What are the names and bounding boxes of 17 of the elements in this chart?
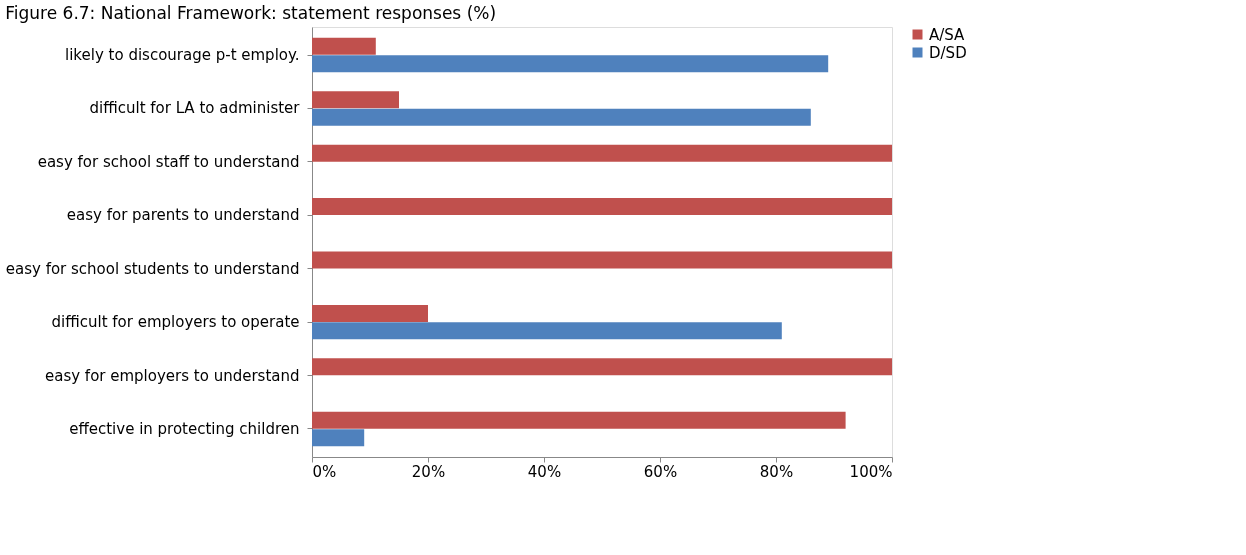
x-tick-label: 40%: [527, 462, 562, 481]
x-tick-label: 60%: [643, 462, 678, 481]
chart-title: Figure 6.7: National Framework: statement responses (%): [5, 3, 497, 23]
legend-label: A/SA: [929, 25, 966, 44]
y-tick-label: difficult for LA to administer: [89, 99, 301, 118]
x-tick-label: 0%: [312, 462, 337, 481]
y-tick-label: likely to discourage p-t employ.: [65, 46, 300, 65]
y-tick-label: difficult for employers to operate: [51, 313, 300, 332]
y-tick-label: easy for employers to understand: [44, 366, 300, 385]
y-tick-label: easy for school students to understand: [5, 259, 300, 278]
x-tick-label: 20%: [411, 462, 446, 481]
legend-label: D/SD: [929, 43, 967, 62]
x-tick-label: 80%: [759, 462, 794, 481]
x-tick-label: 100%: [849, 462, 893, 481]
y-tick-label: easy for school staff to understand: [37, 152, 300, 171]
y-tick-label: easy for parents to understand: [66, 206, 300, 225]
y-tick-label: effective in protecting children: [69, 419, 300, 438]
